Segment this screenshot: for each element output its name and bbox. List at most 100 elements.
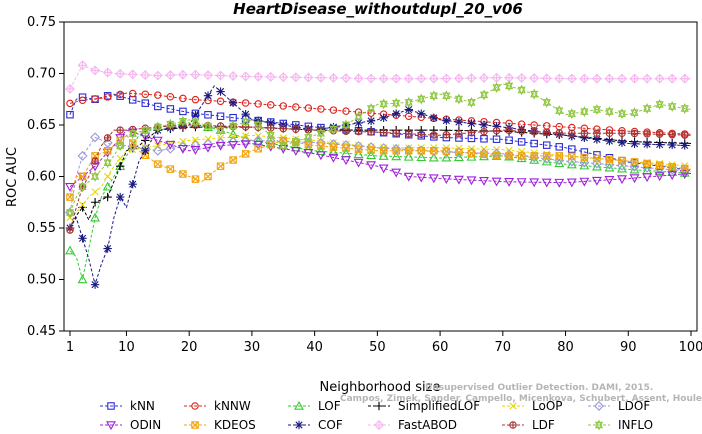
data-point (103, 192, 112, 202)
legend-item-cof: COF (288, 418, 343, 432)
data-point (329, 143, 338, 151)
data-point (228, 141, 239, 150)
data-point (453, 152, 464, 162)
data-point (404, 130, 413, 138)
data-point (517, 138, 526, 146)
data-point (630, 107, 639, 119)
data-point (516, 178, 527, 188)
data-point (655, 140, 664, 149)
data-point (454, 117, 464, 127)
data-point (102, 67, 113, 78)
data-point (530, 88, 539, 100)
data-point (152, 70, 163, 81)
legend-label: LDOF (618, 399, 650, 413)
data-point (241, 116, 250, 128)
data-point (191, 116, 200, 128)
data-point (90, 198, 100, 207)
data-point (166, 165, 175, 173)
data-point (317, 105, 325, 113)
data-point (367, 109, 375, 117)
x-tick-label: 100 (679, 340, 702, 355)
data-point (78, 181, 87, 193)
legend-item-odin: ODIN (100, 418, 161, 432)
data-point (479, 89, 489, 101)
data-point (266, 140, 275, 149)
data-point (128, 89, 137, 98)
data-point (104, 172, 112, 181)
data-point (605, 106, 614, 118)
legend-marker (594, 401, 604, 411)
legend-label: ODIN (130, 418, 161, 432)
data-point (215, 70, 226, 81)
data-point (643, 103, 652, 115)
data-point (491, 177, 502, 187)
data-point (66, 193, 74, 201)
data-point (77, 60, 88, 71)
data-point (517, 84, 526, 96)
series-fastabod (65, 60, 691, 94)
data-point (392, 147, 400, 155)
data-point (529, 73, 540, 84)
data-point (467, 96, 476, 108)
data-point (341, 140, 351, 151)
data-point (90, 65, 101, 76)
data-point (342, 107, 350, 115)
data-point (604, 73, 615, 84)
data-point (78, 201, 87, 209)
data-point (77, 274, 88, 284)
data-point (466, 73, 477, 84)
data-point (378, 150, 389, 160)
series-inflo (65, 80, 692, 219)
y-tick-label: 0.55 (27, 221, 56, 236)
data-point (152, 136, 163, 146)
data-point (328, 153, 339, 163)
data-point (403, 151, 414, 161)
data-point (579, 177, 590, 187)
data-point (292, 125, 300, 133)
legend-marker (191, 421, 199, 429)
data-point (378, 164, 389, 174)
data-point (404, 147, 413, 155)
legend-label: kNN (130, 399, 155, 413)
data-point (591, 73, 602, 84)
data-point (404, 105, 413, 114)
data-point (366, 142, 377, 153)
data-point (328, 139, 339, 150)
data-point (455, 130, 463, 138)
data-point (566, 73, 577, 84)
data-point (290, 72, 301, 83)
data-point (78, 96, 87, 105)
data-point (253, 71, 264, 82)
data-point (466, 176, 477, 186)
y-tick-label: 0.65 (27, 118, 56, 133)
data-point (328, 72, 339, 83)
data-point (492, 122, 501, 131)
data-point (265, 71, 276, 82)
data-point (579, 157, 590, 168)
data-point (115, 68, 126, 79)
data-point (542, 152, 551, 160)
data-point (65, 207, 75, 219)
data-point (166, 93, 175, 101)
data-point (492, 135, 501, 143)
data-point (605, 129, 614, 137)
data-point (141, 90, 150, 99)
data-point (541, 178, 552, 188)
data-point (530, 128, 538, 136)
data-point (128, 180, 137, 189)
data-point (580, 153, 589, 162)
legend-marker (107, 402, 115, 410)
x-axis: 1 10 20 30 40 50 60 70 80 90 100 (66, 331, 702, 355)
data-point (303, 72, 314, 83)
data-point (216, 124, 225, 136)
data-point (304, 140, 313, 149)
data-point (128, 128, 137, 140)
data-point (254, 119, 263, 131)
data-point (529, 178, 540, 188)
legend-item-lof: LOF (288, 399, 341, 413)
data-point (404, 96, 413, 108)
data-point (366, 161, 377, 171)
legend-label: INFLO (618, 418, 653, 432)
data-point (304, 104, 313, 112)
data-point (517, 127, 526, 135)
